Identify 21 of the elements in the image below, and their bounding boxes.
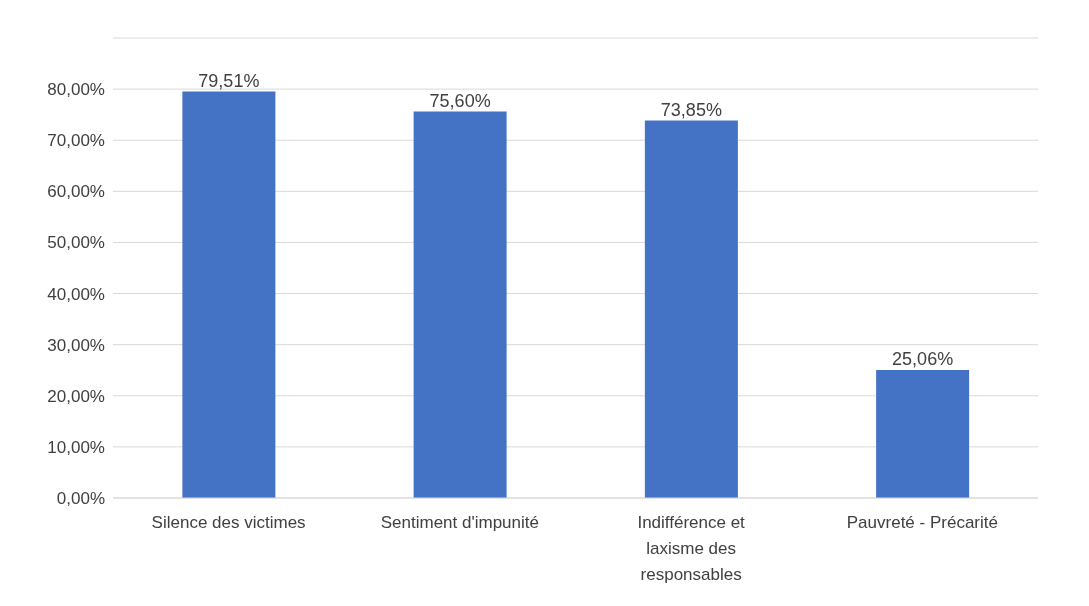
- y-tick-label: 70,00%: [47, 131, 105, 151]
- x-tick-label: Indifférence et laxisme des responsables: [637, 513, 746, 585]
- data-label: 75,60%: [429, 90, 491, 111]
- y-tick-label: 80,00%: [47, 80, 105, 100]
- data-label: 25,06%: [892, 348, 954, 369]
- bar: [182, 91, 276, 498]
- bar: [644, 120, 738, 498]
- y-tick-label: 50,00%: [47, 233, 105, 253]
- data-label: 79,51%: [198, 70, 260, 91]
- y-tick-label: 60,00%: [47, 182, 105, 202]
- y-tick-label: 20,00%: [47, 386, 105, 406]
- y-tick-label: 40,00%: [47, 284, 105, 304]
- x-tick-label: Pauvreté - Précarité: [846, 513, 998, 533]
- y-tick-label: 10,00%: [47, 437, 105, 457]
- data-label: 73,85%: [660, 99, 722, 120]
- bar: [413, 111, 507, 498]
- x-tick-label: Silence des victimes: [151, 513, 306, 533]
- bar: [876, 369, 970, 498]
- y-tick-label: 30,00%: [47, 335, 105, 355]
- x-tick-label: Sentiment d'impunité: [380, 513, 539, 533]
- y-tick-label: 0,00%: [56, 489, 105, 509]
